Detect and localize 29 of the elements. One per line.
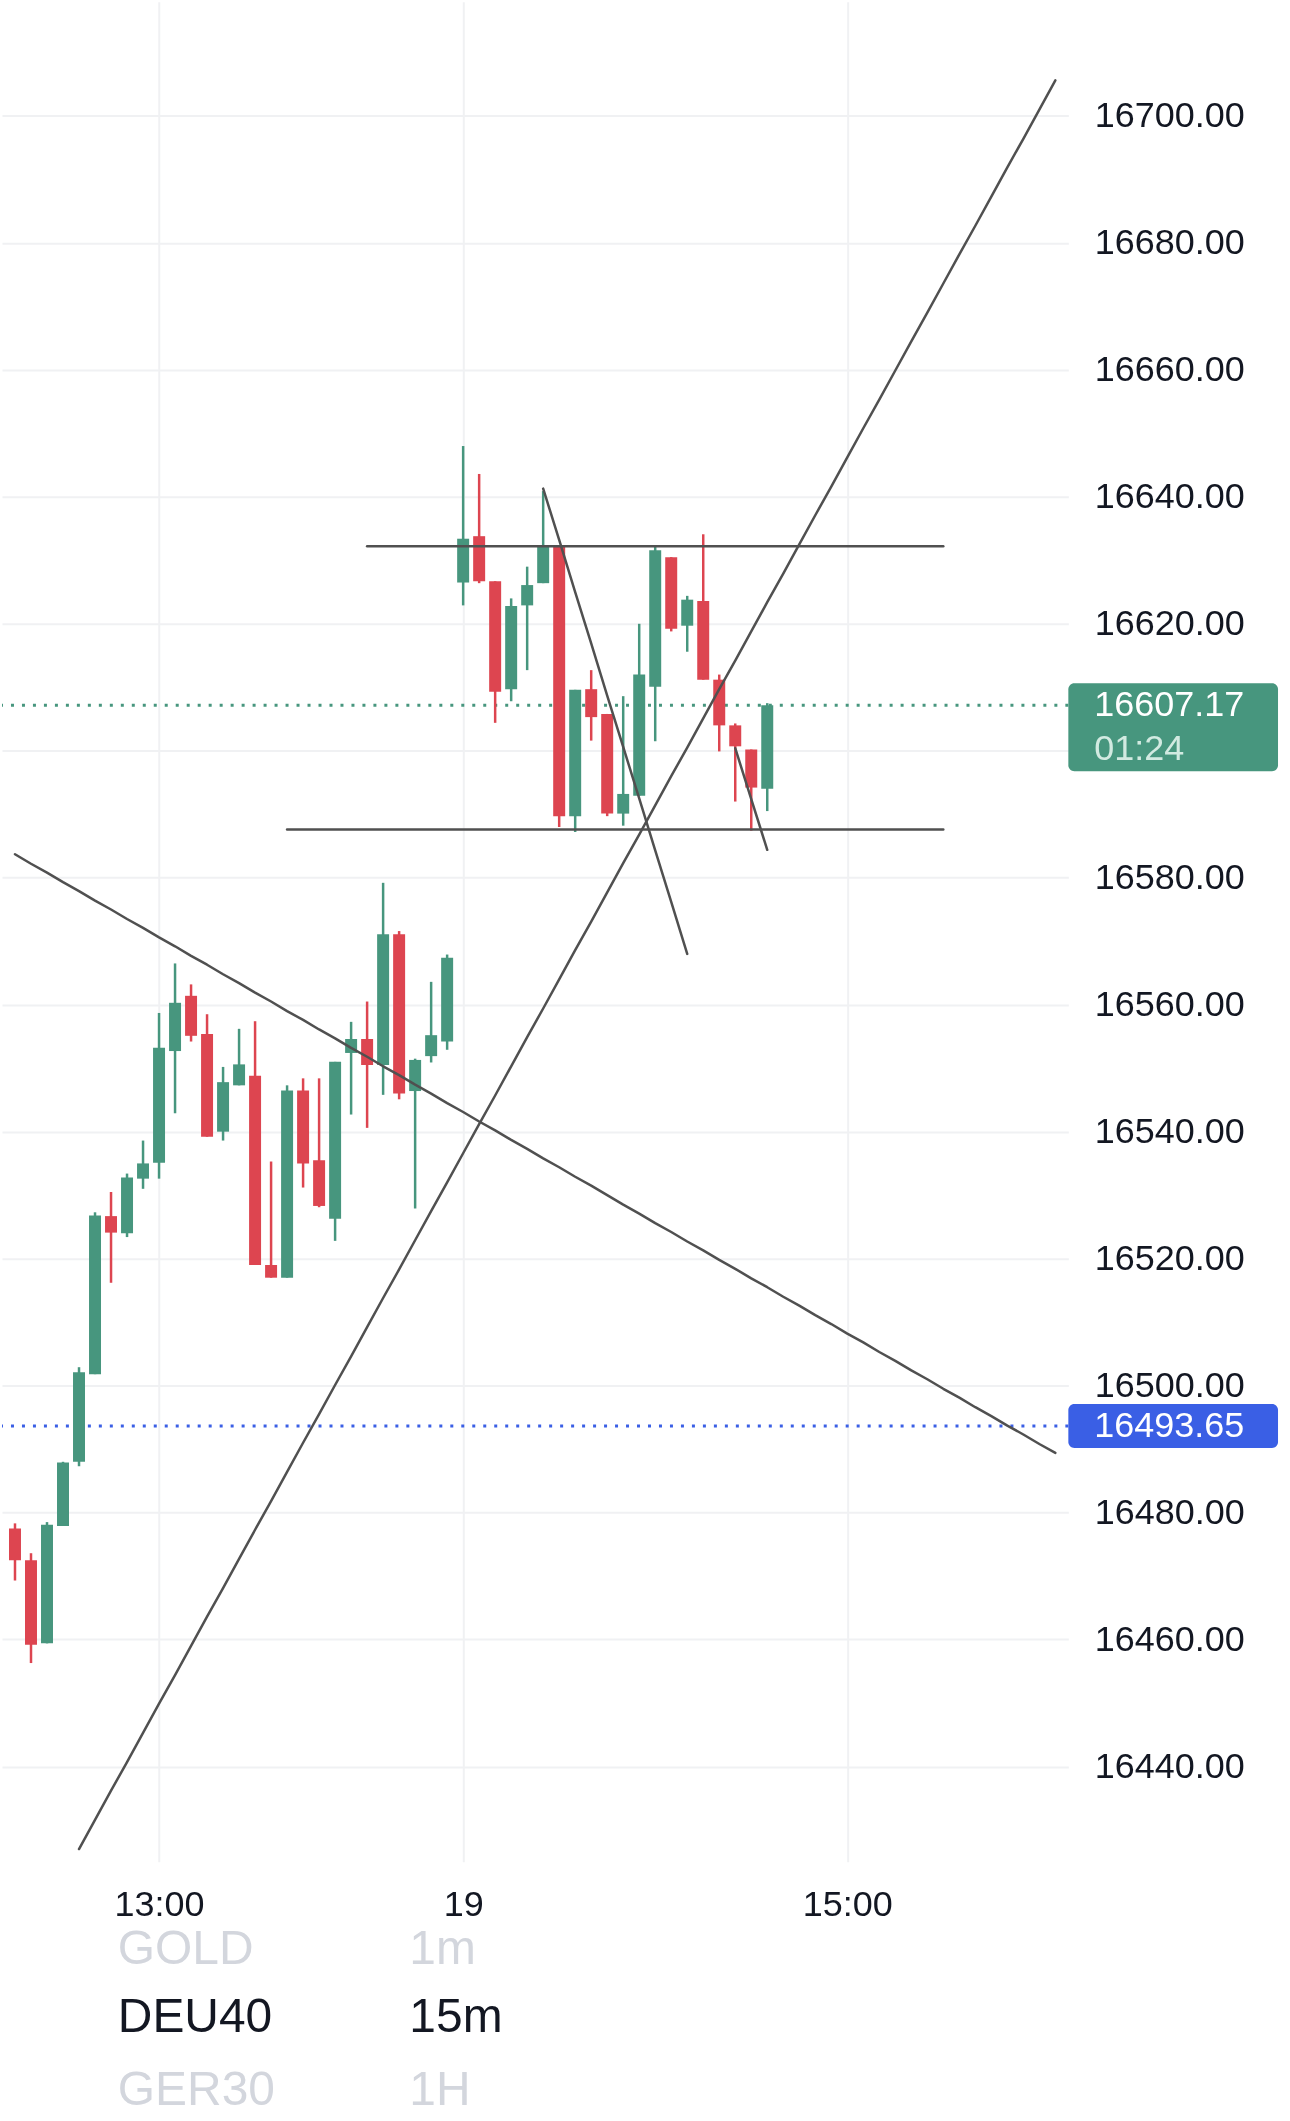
x-tick-label: 13:00: [114, 1883, 205, 1925]
x-tick-label: 15:00: [802, 1883, 893, 1925]
candlestick: [137, 1139, 150, 1191]
y-tick-label: 16540.00: [1094, 1110, 1245, 1152]
candlestick: [617, 694, 630, 827]
candlestick: [265, 1160, 278, 1279]
y-tick-label: 16480.00: [1094, 1491, 1245, 1533]
ref-line-label: 16493.65: [1094, 1403, 1245, 1445]
candlestick: [521, 565, 534, 672]
candlestick: [105, 1190, 118, 1285]
y-tick-label: 16500.00: [1094, 1364, 1245, 1406]
x-tick-label: 19: [443, 1883, 484, 1925]
text: 15m: [409, 1989, 503, 2043]
y-tick-label: 16700.00: [1094, 94, 1245, 136]
y-tick-label: 16520.00: [1094, 1237, 1245, 1279]
candlestick: [729, 722, 742, 803]
y-tick-label: 16460.00: [1094, 1618, 1245, 1660]
y-tick-label: 16680.00: [1094, 221, 1245, 263]
y-tick-label: 16440.00: [1094, 1745, 1245, 1787]
y-tick-label: 16660.00: [1094, 348, 1245, 390]
y-tick-label: 16640.00: [1094, 475, 1245, 517]
ref-line-label: 16607.17: [1094, 683, 1245, 725]
candlestick: [425, 980, 438, 1064]
y-tick-label: 16580.00: [1094, 856, 1245, 898]
y-tick-label: 16560.00: [1094, 983, 1245, 1025]
text: 01:24: [1094, 727, 1185, 769]
y-tick-label: 16620.00: [1094, 602, 1245, 644]
candlestick: [233, 1027, 246, 1087]
text: DEU40: [117, 1989, 273, 2043]
